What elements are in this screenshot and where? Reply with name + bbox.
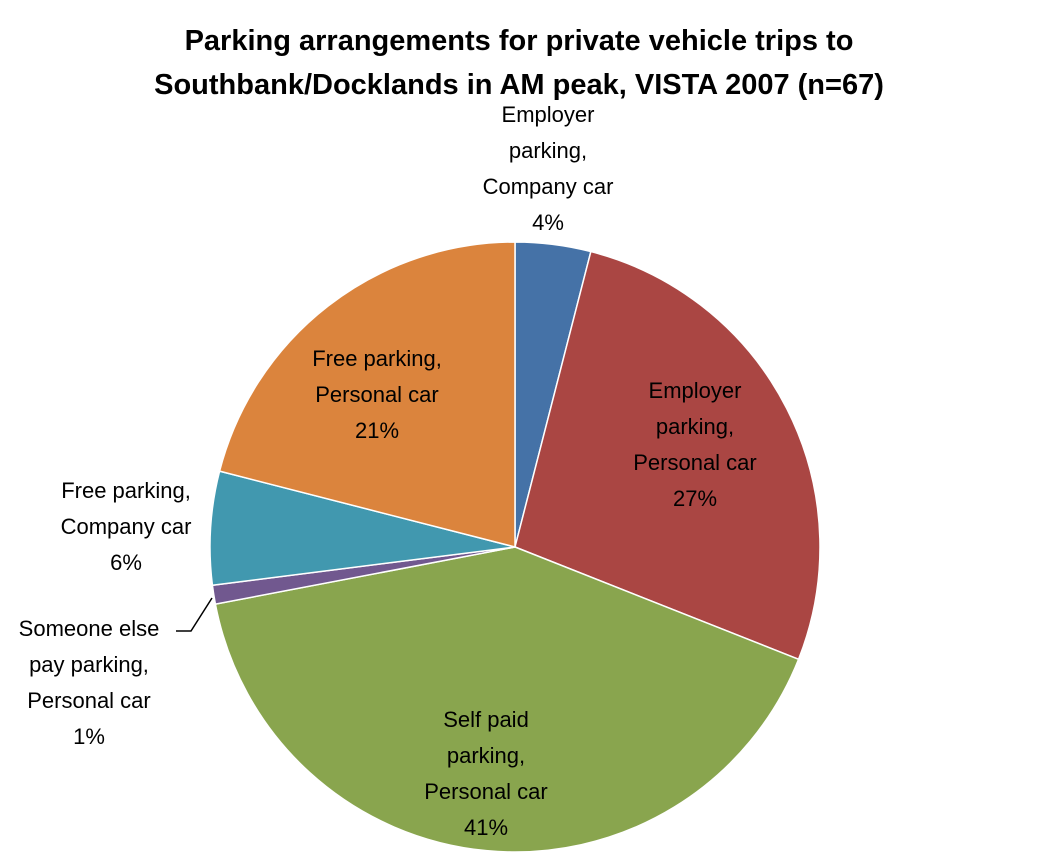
slice-label-line: Personal car xyxy=(633,450,757,475)
slice-label-line: parking, xyxy=(447,743,525,768)
slice-value-label: 21% xyxy=(355,418,399,443)
slice-label: Employer parking, Personal car 27% xyxy=(633,378,757,511)
pie-slices xyxy=(209,241,821,853)
pie-slice xyxy=(218,241,516,548)
chart-title: Parking arrangements for private vehicle… xyxy=(154,25,884,101)
slice-value-label: 4% xyxy=(532,210,564,235)
slice-label-line: Free parking, xyxy=(61,478,191,503)
slice-label-line: Employer xyxy=(502,102,595,127)
slice-label-line: Personal car xyxy=(315,382,439,407)
slice-label-line: Company car xyxy=(483,174,614,199)
leader-lines xyxy=(176,597,213,632)
slice-value-label: 41% xyxy=(464,815,508,840)
pie-slice xyxy=(514,250,821,661)
slice-label-line: parking, xyxy=(509,138,587,163)
slice-value-label: 6% xyxy=(110,550,142,575)
slice-label-line: Self paid xyxy=(443,707,529,732)
slice-label: Someone else pay parking, Personal car 1% xyxy=(19,616,160,749)
slice-label-line: parking, xyxy=(656,414,734,439)
slice-label-line: Free parking, xyxy=(312,346,442,371)
slice-label: Self paid parking, Personal car 41% xyxy=(424,707,548,840)
chart-title-line-2: Southbank/Docklands in AM peak, VISTA 20… xyxy=(154,69,884,101)
chart-title-line-1: Parking arrangements for private vehicle… xyxy=(185,25,854,57)
slice-label-line: Company car xyxy=(61,514,192,539)
slice-label-line: Someone else xyxy=(19,616,160,641)
slice-label: Employer parking, Company car 4% xyxy=(483,102,614,235)
slice-value-label: 27% xyxy=(673,486,717,511)
slice-value-label: 1% xyxy=(73,724,105,749)
leader-line xyxy=(176,597,213,632)
slice-label: Free parking, Company car 6% xyxy=(61,478,192,575)
slice-label: Free parking, Personal car 21% xyxy=(312,346,442,443)
slice-label-line: Employer xyxy=(649,378,742,403)
slice-label-line: pay parking, xyxy=(29,652,149,677)
pie-slice xyxy=(214,546,800,853)
slice-label-line: Personal car xyxy=(27,688,151,713)
data-labels: Employer parking, Company car 4% Employer par… xyxy=(19,102,757,840)
slice-label-line: Personal car xyxy=(424,779,548,804)
